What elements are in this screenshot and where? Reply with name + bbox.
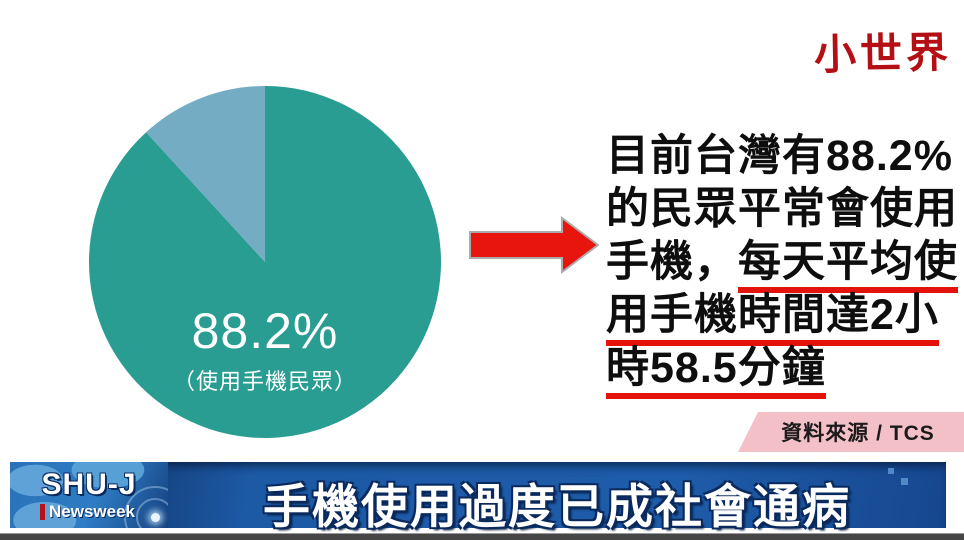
info-line-3-underlined: 每天平均使: [738, 238, 958, 293]
pie-slice-1: [146, 86, 265, 262]
pie-svg: [89, 86, 442, 438]
station-logo: SHU-J Newsweek: [10, 462, 168, 528]
logo-text-sub: Newsweek: [40, 502, 135, 522]
bottom-strip: [0, 533, 964, 540]
info-line-1: 目前台灣有88.2%: [606, 132, 953, 180]
radar-ring-icon: [136, 498, 168, 528]
info-line-3-plain: 手機，: [606, 238, 738, 286]
headline-title: 手機使用過度已成社會通病: [263, 480, 851, 533]
news-banner: 手機使用過度已成社會通病 SHU-J Newsweek: [10, 462, 946, 533]
radar-dot-icon: [151, 513, 160, 522]
radar-ring-icon: [124, 486, 168, 528]
logo-sub-label: Newsweek: [49, 502, 135, 521]
pie-slice-0: [89, 86, 442, 438]
info-line-5: 時58.5分鐘: [606, 342, 958, 399]
banner-decor-square: [888, 468, 894, 474]
source-badge: 資料來源 / TCS: [738, 412, 964, 452]
info-text-block: 目前台灣有88.2% 的民眾平常會使用 手機，每天平均使 用手機時間達2小 時5…: [606, 130, 958, 399]
pie-center-value: 88.2%: [191, 303, 339, 359]
info-line-4: 用手機時間達2小: [606, 289, 958, 346]
source-badge-label: 資料來源 / TCS: [781, 422, 935, 445]
info-line-3: 手機，每天平均使: [606, 236, 958, 293]
logo-red-bar: [40, 504, 45, 520]
info-line-4-underlined: 用手機時間達2小: [606, 291, 939, 346]
banner-decor-square: [901, 478, 908, 485]
logo-text-main: SHU-J: [41, 468, 137, 501]
pie-chart: 88.2% （使用手機民眾）: [87, 84, 443, 440]
info-line-5-underlined: 時58.5分鐘: [606, 344, 826, 399]
red-arrow-icon: [468, 214, 602, 276]
info-line-2: 的民眾平常會使用: [606, 185, 958, 233]
pie-center-sublabel: （使用手機民眾）: [172, 369, 357, 394]
channel-watermark: 小世界: [813, 27, 953, 80]
